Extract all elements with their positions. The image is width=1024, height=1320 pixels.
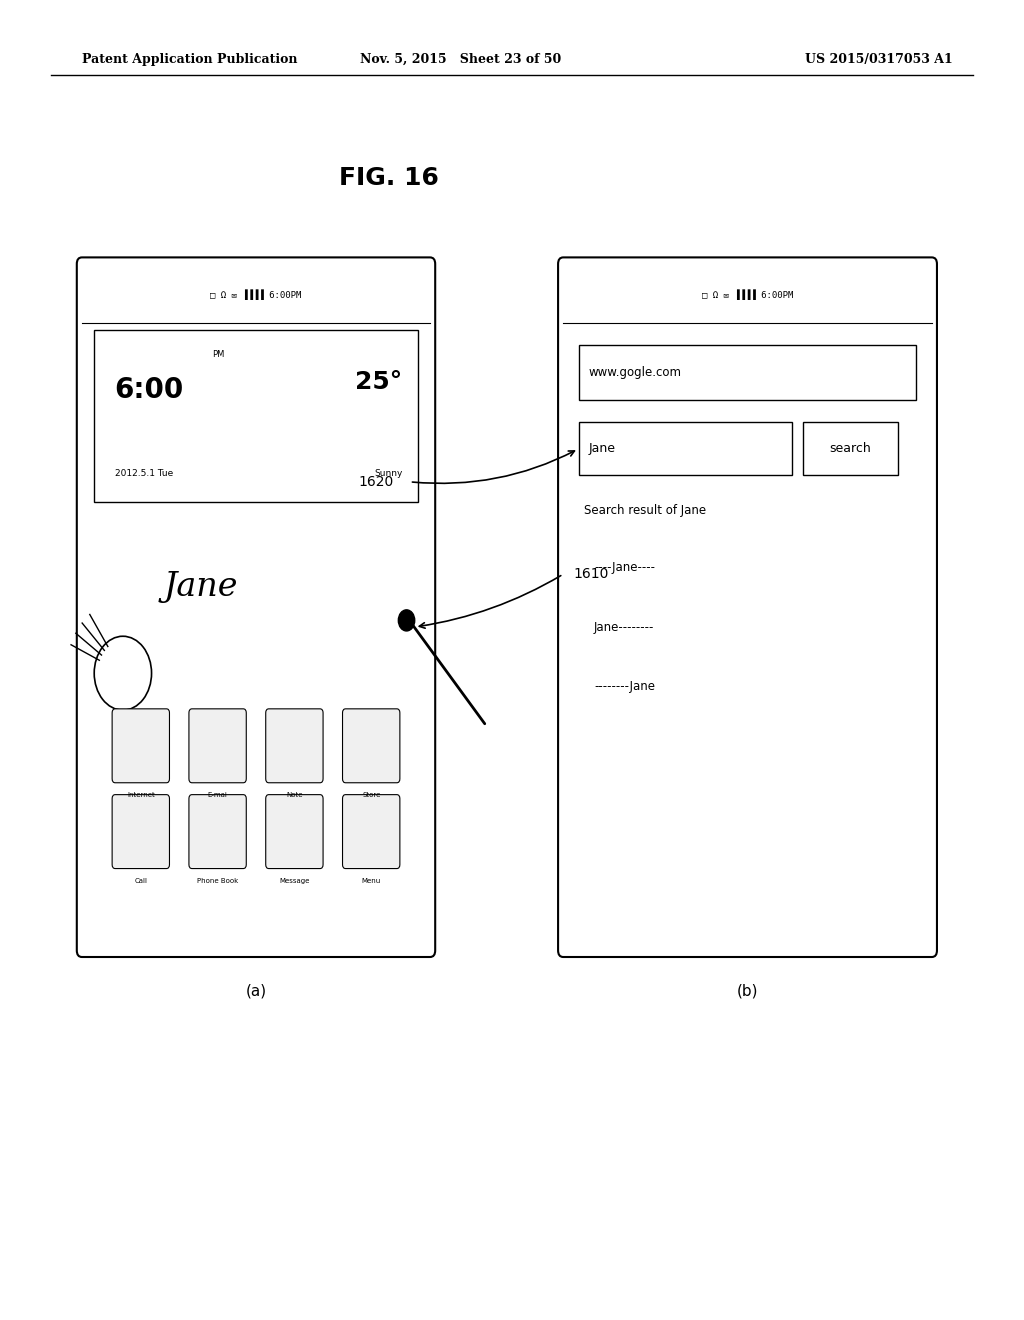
FancyBboxPatch shape	[77, 257, 435, 957]
Text: 2012.5.1 Tue: 2012.5.1 Tue	[115, 469, 173, 478]
Circle shape	[94, 636, 152, 710]
FancyBboxPatch shape	[113, 709, 170, 783]
Text: Jane: Jane	[164, 572, 239, 603]
FancyBboxPatch shape	[579, 345, 916, 400]
Text: Nov. 5, 2015   Sheet 23 of 50: Nov. 5, 2015 Sheet 23 of 50	[360, 53, 561, 66]
FancyBboxPatch shape	[342, 709, 399, 783]
Text: Note: Note	[286, 792, 303, 799]
Text: Patent Application Publication: Patent Application Publication	[82, 53, 297, 66]
Text: 25°: 25°	[355, 370, 402, 393]
Text: Jane--------: Jane--------	[594, 620, 654, 634]
Text: Sunny: Sunny	[374, 469, 402, 478]
Text: Call: Call	[134, 878, 147, 884]
Text: □ Ω ✉ ▐▐▐▐ 6:00PM: □ Ω ✉ ▐▐▐▐ 6:00PM	[210, 289, 302, 300]
Circle shape	[398, 610, 415, 631]
Text: www.gogle.com: www.gogle.com	[589, 366, 682, 379]
Text: Internet: Internet	[127, 792, 155, 799]
Text: search: search	[829, 442, 871, 455]
Text: Search result of Jane: Search result of Jane	[584, 504, 706, 517]
FancyBboxPatch shape	[265, 709, 323, 783]
Text: ----Jane----: ----Jane----	[594, 561, 655, 574]
FancyBboxPatch shape	[265, 795, 323, 869]
FancyBboxPatch shape	[94, 330, 418, 502]
FancyBboxPatch shape	[579, 422, 793, 475]
Text: Message: Message	[280, 878, 309, 884]
FancyBboxPatch shape	[803, 422, 898, 475]
Text: US 2015/0317053 A1: US 2015/0317053 A1	[805, 53, 952, 66]
Text: Jane: Jane	[589, 442, 615, 455]
Text: □ Ω ✉ ▐▐▐▐ 6:00PM: □ Ω ✉ ▐▐▐▐ 6:00PM	[701, 289, 794, 300]
FancyBboxPatch shape	[342, 795, 399, 869]
FancyBboxPatch shape	[189, 709, 247, 783]
Text: Store: Store	[362, 792, 380, 799]
Text: 1610: 1610	[573, 568, 609, 581]
Text: PM: PM	[212, 350, 224, 359]
Text: 6:00: 6:00	[115, 376, 184, 404]
Text: E-mai: E-mai	[208, 792, 227, 799]
Text: FIG. 16: FIG. 16	[339, 166, 439, 190]
FancyBboxPatch shape	[113, 795, 170, 869]
FancyBboxPatch shape	[558, 257, 937, 957]
Text: Phone Book: Phone Book	[197, 878, 239, 884]
Text: (b): (b)	[737, 983, 758, 998]
Text: 1620: 1620	[358, 475, 393, 488]
Text: --------Jane: --------Jane	[594, 680, 655, 693]
FancyBboxPatch shape	[189, 795, 247, 869]
Text: Menu: Menu	[361, 878, 381, 884]
Text: (a): (a)	[246, 983, 266, 998]
